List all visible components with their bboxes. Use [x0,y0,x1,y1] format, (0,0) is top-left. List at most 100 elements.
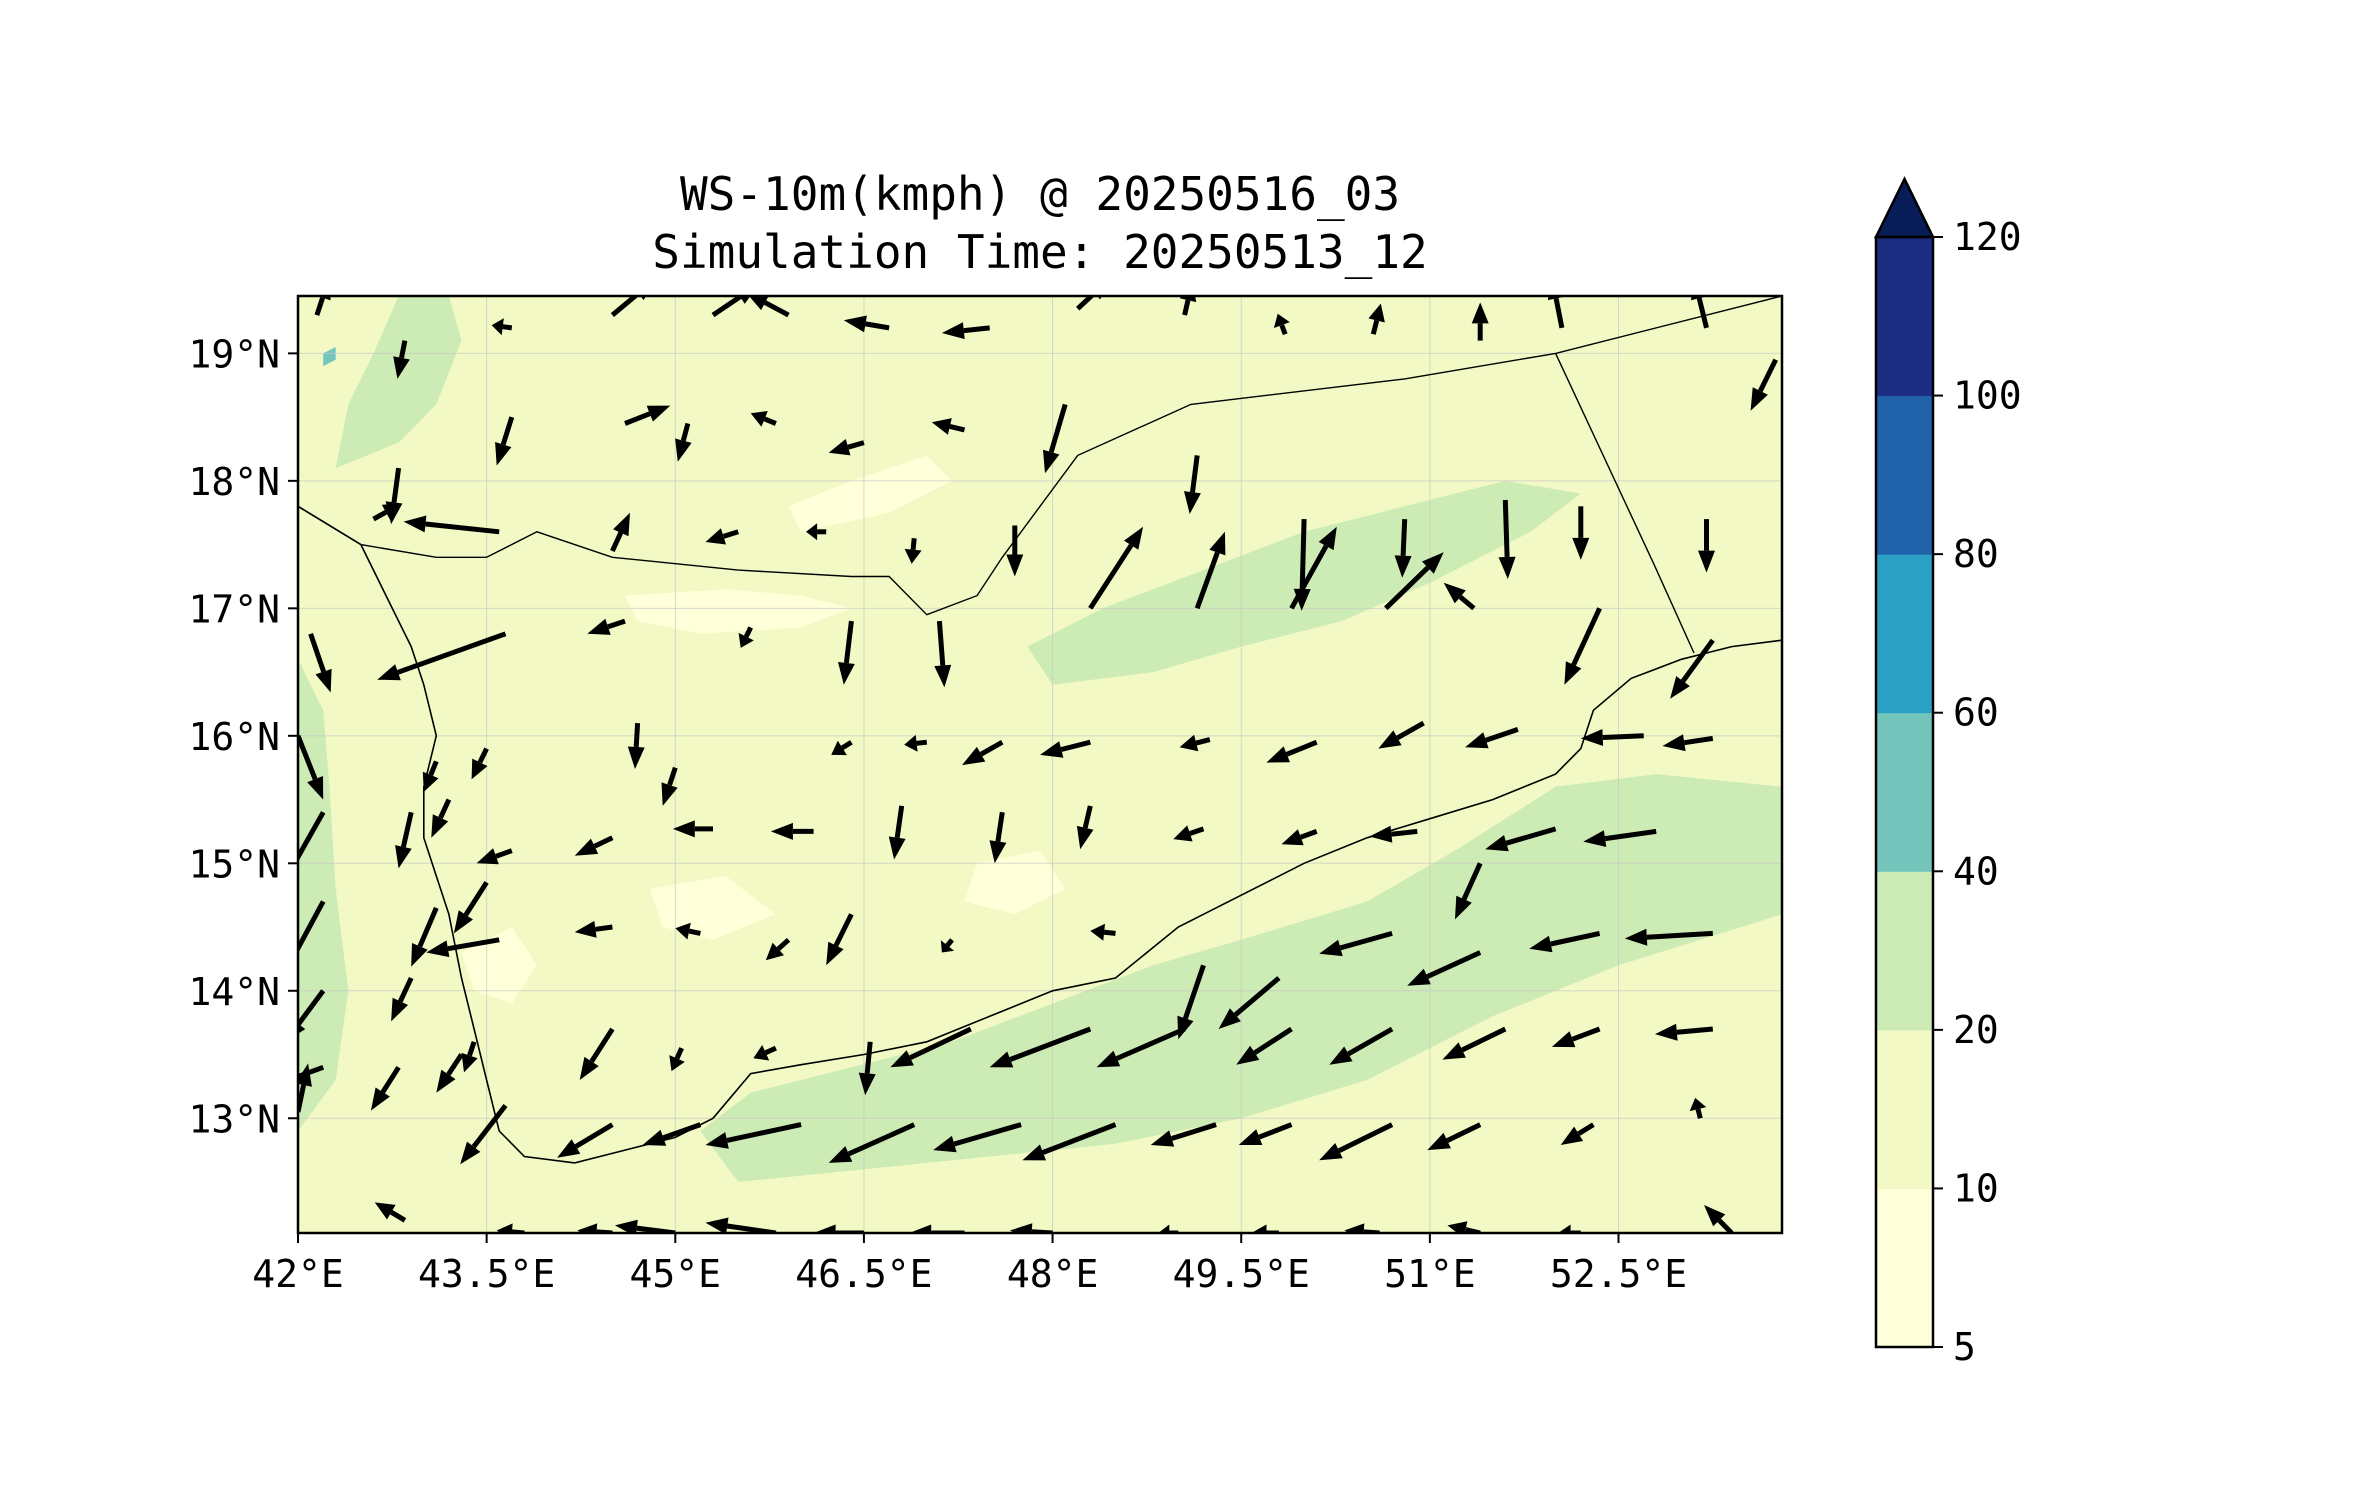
wind-vector [1218,976,1281,1029]
wind-vector [843,315,890,333]
wind-vector [1455,862,1483,920]
wind-vector [1281,829,1318,846]
wind-vector [1580,729,1644,746]
colorbar-segment [1876,871,1933,1031]
lon-tick-label: 46.5°E [795,1252,932,1296]
wind-vector [1624,928,1713,946]
wind-vector [557,1122,614,1158]
colorbar-segment [1876,1029,1933,1189]
wind-vector [826,913,854,966]
wind-vector [941,322,990,340]
colorbar-label: 20 [1953,1008,1999,1052]
wind-vector [1529,930,1601,953]
wind-vector [610,512,630,553]
colorbar-label: 120 [1953,215,2022,259]
wind-vector [813,1224,864,1233]
wind-vector [1238,1122,1293,1145]
colorbar-frame [1874,235,1935,1349]
wind-vector [831,740,853,756]
wind-vector [374,1202,407,1223]
wind-vector [1236,1026,1293,1065]
wind-vector [940,938,955,953]
wind-vector [1319,930,1393,957]
lon-tick-label: 49.5°E [1173,1252,1310,1296]
wind-vector [1179,734,1211,752]
wind-vector [587,618,626,635]
lon-tick-label: 52.5°E [1550,1252,1687,1296]
wind-vector [1368,303,1385,335]
wind-vector [750,411,777,427]
wind-vector [298,989,326,1034]
wind-vector [675,922,701,940]
wind-vector [934,620,952,688]
wind-vector [838,620,855,685]
wind-vector [491,318,513,336]
colorbar-segment [1876,712,1933,872]
wind-vector [627,722,645,769]
wind-vector [1750,358,1778,411]
wind-vector [890,1026,972,1068]
wind-vector [909,1224,965,1233]
wind-vector [1698,519,1715,573]
title-line-1: WS-10m(kmph) @ 20250516_03 [679,167,1401,221]
wind-speed-region-3 [298,659,349,1131]
wind-vector [1040,739,1091,758]
colorbar-segment [1876,237,1933,397]
lon-tick-label: 43.5°E [418,1252,555,1296]
wind-vector [672,820,713,838]
wind-vector [904,537,922,564]
lon-tick-label: 42°E [252,1252,344,1296]
country-border-0 [486,296,1782,616]
coastline [298,505,1782,1164]
wind-vector [370,1065,401,1111]
wind-vector [1150,1122,1217,1147]
wind-vector [738,626,754,648]
lat-tick-label: 19°N [188,332,280,376]
wind-speed-region-8 [964,850,1066,915]
wind-vector [1158,1224,1179,1233]
wind-vector [1427,1122,1482,1151]
wind-vector [828,1122,916,1163]
wind-vector [1022,1122,1117,1161]
lat-tick-label: 13°N [188,1097,280,1141]
wind-speed-region-9 [323,347,336,367]
wind-vectors [298,296,1778,1233]
wind-vector [1177,964,1206,1040]
wind-vector [888,805,906,860]
wind-vector [1251,1224,1279,1233]
wind-vector [574,835,614,856]
wind-vector [1572,506,1590,560]
country-border-2 [298,505,487,558]
wind-vector [426,937,500,958]
wind-vector [1443,582,1476,611]
lat-tick-label: 15°N [188,842,280,886]
wind-vector [748,296,790,318]
wind-vector [1319,1122,1394,1161]
wind-vector [403,515,500,535]
wind-vector [1194,531,1226,610]
wind-vector [1704,1205,1734,1233]
wind-vector [471,747,489,780]
wind-vector [1179,296,1197,316]
wind-vector [1378,720,1425,749]
wind-vector [395,811,414,869]
longitude-axis: 42°E 43.5°E 45°E 46.5°E 48°E 49.5°E 51°E 52.5°E [252,1233,1687,1296]
wind-vector [1043,403,1068,474]
lon-tick-label: 51°E [1384,1252,1476,1296]
colorbar: 5 10 20 40 60 80 100 120 [1873,176,2022,1369]
wind-vector [765,937,791,961]
wind-vector [1485,826,1557,852]
wind-vector [308,632,332,693]
wind-vector [1465,727,1519,749]
wind-vector [422,760,439,792]
wind-vector [1662,734,1714,752]
wind-vector [1273,313,1290,336]
wind-vector [1090,923,1116,941]
wind-vector [461,1041,478,1073]
lat-tick-label: 18°N [188,460,280,504]
colorbar-label: 80 [1953,532,1999,576]
wind-vector [372,503,402,522]
wind-vector [298,811,326,863]
